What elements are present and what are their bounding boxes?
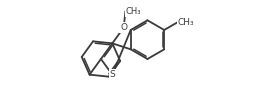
Text: CH₃: CH₃ [177,18,194,27]
Text: CH₃: CH₃ [125,7,141,16]
Text: O: O [120,23,127,32]
Text: S: S [110,70,115,79]
